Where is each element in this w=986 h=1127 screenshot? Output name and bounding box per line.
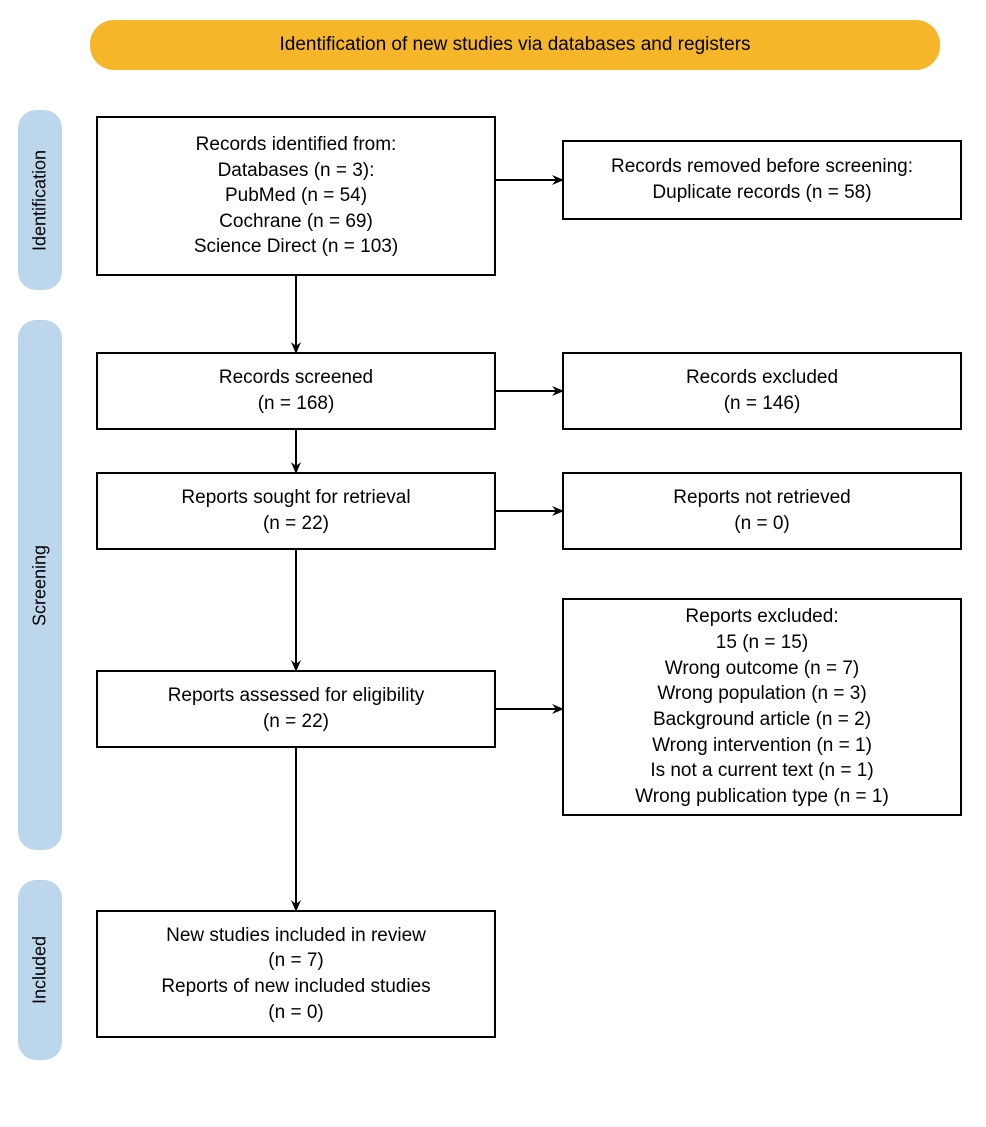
box-line: Reports assessed for eligibility: [168, 683, 425, 709]
box-line: Records excluded: [686, 365, 838, 391]
box-line: (n = 7): [268, 948, 323, 974]
box-records-identified: Records identified from:Databases (n = 3…: [96, 116, 496, 276]
box-line: Reports excluded:: [685, 604, 838, 630]
box-line: Background article (n = 2): [653, 707, 871, 733]
box-line: Records removed before screening:: [611, 154, 913, 180]
box-line: (n = 0): [734, 511, 789, 537]
box-reports-excluded-reasons: Reports excluded:15 (n = 15)Wrong outcom…: [562, 598, 962, 816]
box-line: Databases (n = 3):: [218, 158, 375, 184]
box-line: (n = 22): [263, 511, 329, 537]
box-line: Reports not retrieved: [673, 485, 850, 511]
box-line: Cochrane (n = 69): [219, 209, 373, 235]
header-bar: Identification of new studies via databa…: [90, 20, 940, 70]
box-records-removed-before-screening: Records removed before screening:Duplica…: [562, 140, 962, 220]
box-line: Reports of new included studies: [161, 974, 430, 1000]
box-records-screened: Records screened(n = 168): [96, 352, 496, 430]
box-records-excluded: Records excluded(n = 146): [562, 352, 962, 430]
box-line: Wrong population (n = 3): [657, 681, 866, 707]
box-line: New studies included in review: [166, 923, 426, 949]
box-line: Wrong outcome (n = 7): [665, 656, 860, 682]
box-reports-sought: Reports sought for retrieval(n = 22): [96, 472, 496, 550]
box-line: Duplicate records (n = 58): [652, 180, 871, 206]
box-line: PubMed (n = 54): [225, 183, 367, 209]
header-text: Identification of new studies via databa…: [279, 34, 750, 56]
phase-label-identification: Identification: [18, 110, 62, 290]
box-reports-assessed: Reports assessed for eligibility(n = 22): [96, 670, 496, 748]
box-line: (n = 146): [724, 391, 801, 417]
phase-label-text: Identification: [30, 149, 51, 250]
box-line: (n = 22): [263, 709, 329, 735]
phase-label-text: Included: [30, 936, 51, 1004]
box-line: (n = 168): [258, 391, 335, 417]
box-line: Records identified from:: [196, 132, 397, 158]
box-line: 15 (n = 15): [716, 630, 808, 656]
phase-label-included: Included: [18, 880, 62, 1060]
box-line: Science Direct (n = 103): [194, 234, 398, 260]
box-line: (n = 0): [268, 1000, 323, 1026]
box-line: Wrong publication type (n = 1): [635, 784, 889, 810]
box-new-studies-included: New studies included in review(n = 7)Rep…: [96, 910, 496, 1038]
box-line: Is not a current text (n = 1): [650, 758, 873, 784]
phase-label-text: Screening: [30, 544, 51, 625]
box-reports-not-retrieved: Reports not retrieved(n = 0): [562, 472, 962, 550]
phase-label-screening: Screening: [18, 320, 62, 850]
box-line: Reports sought for retrieval: [181, 485, 410, 511]
prisma-flowchart: Identification of new studies via databa…: [0, 0, 986, 1127]
box-line: Wrong intervention (n = 1): [652, 733, 872, 759]
box-line: Records screened: [219, 365, 373, 391]
